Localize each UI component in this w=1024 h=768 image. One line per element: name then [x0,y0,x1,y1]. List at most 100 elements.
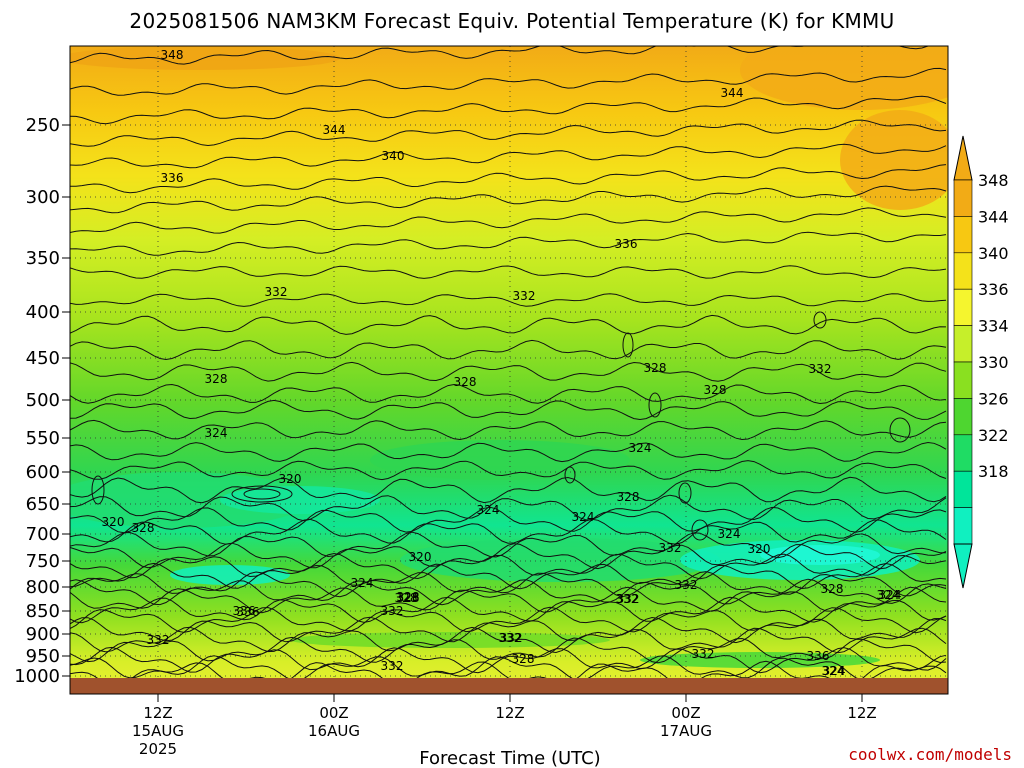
y-tick-label: 800 [26,577,60,598]
contour-lines [70,46,947,688]
contour-line [70,399,947,421]
contour-label: 332 [675,578,698,592]
colorbar-label: 334 [978,317,1009,336]
contour-label: 332 [499,631,522,645]
contour-label: 320 [748,542,771,556]
contour-label: 328 [644,361,667,375]
y-tick-label: 850 [26,601,60,622]
colorbar-swatch [953,361,973,399]
colorbar-label: 330 [978,353,1009,372]
contour-label: 332 [381,659,404,673]
contour-label: 336 [615,237,638,251]
colorbar-swatch [953,288,973,326]
contour-line [70,231,947,256]
fill-patch [70,46,340,70]
contour-label: 328 [821,582,844,596]
x-tick-day: 16AUG [308,722,360,740]
contour-label: 320 [102,515,125,529]
contour-label: 332 [513,289,536,303]
contour-line [70,518,947,545]
contour-line [70,67,947,96]
contour-line [70,578,947,606]
contour-ring [648,392,662,418]
contour-label: 332 [692,647,715,661]
contour-label: 328 [397,590,420,604]
contour-line [70,265,947,279]
contour-label: 328 [395,591,418,605]
contour-label: 344 [721,86,744,100]
colorbar-label: 326 [978,389,1009,408]
y-tick-label: 300 [26,187,60,208]
contour-label: 336 [237,605,260,619]
contour-label: 324 [629,441,652,455]
contour-line [70,119,947,147]
contour-line [70,419,947,441]
contour-ring [564,466,576,484]
colorbar-swatch [953,470,973,508]
contour-label: 336 [233,604,256,618]
contour-line [70,361,947,382]
contour-label: 332 [500,631,523,645]
contour-label: 328 [132,521,155,535]
fill-patch [400,538,720,582]
contour-line [70,494,947,522]
contour-label: 332 [147,633,170,647]
y-tick-label: 700 [26,524,60,545]
x-tick-label: 12Z [495,704,524,722]
colorbar-arrow-top [953,135,973,181]
colorbar-label: 336 [978,280,1009,299]
contour-line [70,562,947,590]
contour-label: 336 [807,649,830,663]
contour-label: 324 [351,576,374,590]
fill-patch [740,46,948,110]
colorbar: 348 344 340 336 334 330 326 322 318 [953,135,1009,589]
contour-label: 348 [161,48,184,62]
contour-label: 332 [616,592,639,606]
y-tick-label: 400 [26,302,60,323]
contour-label: 328 [205,372,228,386]
contour-label: 332 [617,592,640,606]
y-tick-label: 600 [26,462,60,483]
contour-line [70,207,947,234]
fill-patch [760,545,880,565]
colorbar-swatch [953,325,973,363]
colorbar-label: 348 [978,171,1009,190]
contour-line [70,531,947,559]
contour-label: 328 [454,375,477,389]
contour-label: 324 [822,664,845,678]
contour-label: 340 [382,149,405,163]
colorbar-swatch [953,434,973,472]
x-tick-day: 15AUG [132,722,184,740]
contour-ring [231,485,293,503]
x-tick-label: 00Z [671,704,700,722]
colorbar-label: 344 [978,207,1009,226]
fill-patch [840,110,948,210]
contour-label: 328 [512,652,535,666]
y-tick-label: 900 [26,624,60,645]
fill-patch [170,565,290,585]
colorbar-swatch [953,216,973,254]
contour-line [70,441,947,463]
contour-line [70,164,947,194]
contour-label: 324 [205,426,228,440]
contour-ring [691,519,709,541]
y-tick-label: 450 [26,348,60,369]
contour-line [70,596,947,624]
contour-line [70,506,947,534]
contour-ring [622,332,634,358]
contour-line [70,293,947,307]
contour-label: 320 [409,550,432,564]
contour-line [70,571,947,598]
contour-label: 328 [617,490,640,504]
x-tick-year: 2025 [139,740,177,758]
y-tick-label: 950 [26,646,60,667]
colorbar-label: 318 [978,462,1009,481]
x-tick-label: 00Z [319,704,348,722]
contour-line [70,143,947,169]
y-tick-label: 350 [26,248,60,269]
contour-ring [91,475,105,505]
contour-label: 324 [477,503,500,517]
